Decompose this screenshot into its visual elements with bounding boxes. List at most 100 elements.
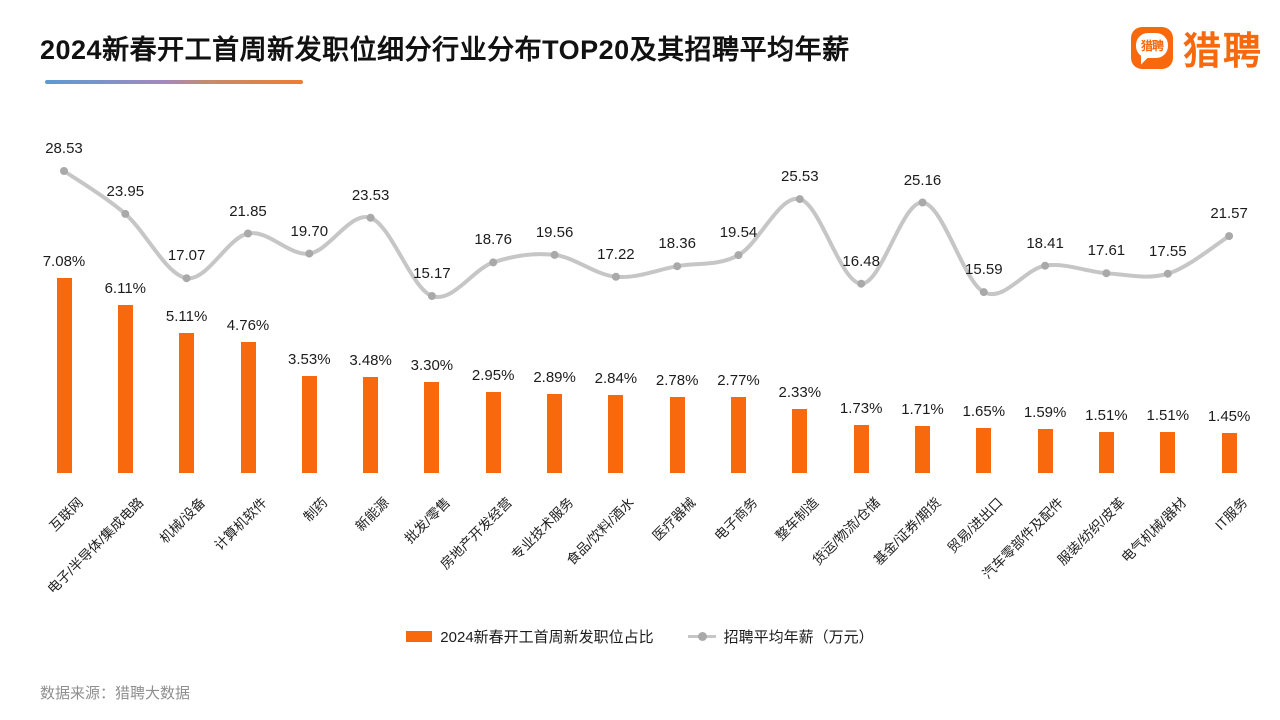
line-value-label: 25.16 xyxy=(903,171,942,189)
line-value-label: 17.55 xyxy=(1149,242,1187,260)
logo-bubble-text: 猎聘 xyxy=(1140,38,1164,53)
line-value-label: 17.61 xyxy=(1087,242,1126,260)
bar-value-label: 1.51% xyxy=(1085,406,1128,424)
legend: 2024新春开工首周新发职位占比 招聘平均年薪（万元） xyxy=(0,626,1280,647)
line-value-label: 15.59 xyxy=(965,261,1003,279)
line-value-label: 19.70 xyxy=(290,222,329,240)
legend-line-label: 招聘平均年薪（万元） xyxy=(723,629,874,646)
line-marker xyxy=(244,229,252,238)
bar-value-label: 2.84% xyxy=(594,369,638,387)
line-marker xyxy=(734,251,743,260)
line-marker xyxy=(795,195,804,204)
bar-value-label: 3.53% xyxy=(288,350,331,368)
line-value-label: 15.17 xyxy=(413,265,451,282)
bar xyxy=(1098,431,1114,473)
bar xyxy=(1037,429,1053,473)
line-value-label: 19.54 xyxy=(719,224,758,242)
bar-value-label: 4.76% xyxy=(226,317,270,335)
bar xyxy=(363,377,379,473)
bar-value-label: 2.89% xyxy=(533,368,576,386)
line-value-label: 19.56 xyxy=(535,223,574,241)
line-value-label: 23.53 xyxy=(351,186,390,204)
bar-value-label: 2.78% xyxy=(655,371,699,389)
bar xyxy=(301,375,317,473)
bar xyxy=(485,391,501,473)
line-value-label: 18.36 xyxy=(658,235,696,253)
line-marker xyxy=(121,209,130,218)
bar-value-label: 1.45% xyxy=(1207,408,1251,426)
bar-value-label: 1.51% xyxy=(1146,406,1190,424)
line-marker xyxy=(427,292,436,300)
line-value-label: 17.07 xyxy=(167,247,206,265)
line-value-label: 25.53 xyxy=(781,168,819,186)
bar-value-label: 2.95% xyxy=(471,366,515,384)
bar xyxy=(853,425,869,473)
bar-value-label: 1.65% xyxy=(962,402,1006,420)
line-marker xyxy=(550,250,559,259)
bar-value-label: 3.48% xyxy=(349,352,392,370)
logo-bubble-icon: 猎聘 xyxy=(1131,26,1173,69)
line-marker xyxy=(673,262,682,271)
line-value-label: 17.22 xyxy=(597,245,635,263)
line-marker xyxy=(1102,269,1111,278)
page-title: 2024新春开工首周新发职位细分行业分布TOP20及其招聘平均年薪 xyxy=(40,35,850,65)
line-marker xyxy=(1163,269,1172,278)
line-marker xyxy=(182,274,191,283)
legend-bar-label: 2024新春开工首周新发职位占比 xyxy=(440,629,654,646)
bar xyxy=(1221,433,1237,473)
bar xyxy=(424,382,440,474)
bar xyxy=(669,396,685,473)
bar-value-label: 2.77% xyxy=(717,371,760,389)
bar-value-label: 7.08% xyxy=(42,253,86,271)
line-marker xyxy=(489,258,498,267)
legend-bar-swatch xyxy=(406,631,433,642)
bar xyxy=(179,332,195,473)
bar xyxy=(547,393,563,473)
line-value-label: 18.76 xyxy=(474,231,512,249)
bar-value-label: 2.33% xyxy=(778,383,822,401)
salary-line xyxy=(62,169,1232,300)
line-marker xyxy=(1225,232,1234,241)
line-marker xyxy=(1041,261,1050,270)
line-value-label: 28.53 xyxy=(45,140,83,157)
bar xyxy=(117,305,133,473)
legend-line-dot xyxy=(697,632,707,641)
bar-value-label: 1.59% xyxy=(1023,404,1067,422)
bar xyxy=(1160,431,1176,473)
brand-logo: 猎聘 猎聘 xyxy=(1131,20,1263,75)
bar xyxy=(56,278,72,473)
bar xyxy=(240,342,256,473)
title-underline xyxy=(45,80,303,84)
line-marker xyxy=(60,167,68,175)
line-marker xyxy=(611,272,620,281)
data-source-note: 数据来源：猎聘大数据 xyxy=(40,685,191,702)
legend-item-line: 招聘平均年薪（万元） xyxy=(687,626,874,647)
line-marker xyxy=(305,249,314,258)
line-marker xyxy=(918,198,927,207)
line-value-label: 21.85 xyxy=(229,202,267,220)
logo-wordmark: 猎聘 xyxy=(1183,31,1264,73)
line-value-label: 21.57 xyxy=(1210,205,1248,223)
bar-value-label: 6.11% xyxy=(104,280,146,297)
line-value-label: 23.95 xyxy=(106,182,145,200)
line-marker xyxy=(857,279,866,288)
bar xyxy=(731,396,746,473)
logo-bubble-tail xyxy=(1141,55,1150,65)
legend-line-swatch xyxy=(687,632,716,641)
bar xyxy=(976,427,992,473)
bar-value-label: 5.11% xyxy=(165,307,208,325)
bar-value-label: 3.30% xyxy=(410,357,454,375)
line-value-label: 16.48 xyxy=(842,252,880,270)
bar xyxy=(608,394,624,473)
bar-value-label: 1.71% xyxy=(901,401,944,418)
line-value-label: 18.41 xyxy=(1026,234,1064,252)
bar-value-label: 1.73% xyxy=(839,400,883,418)
bar xyxy=(915,426,930,473)
legend-item-bars: 2024新春开工首周新发职位占比 xyxy=(406,626,654,647)
line-marker xyxy=(979,288,988,297)
line-marker xyxy=(366,213,375,222)
bar xyxy=(792,408,808,473)
